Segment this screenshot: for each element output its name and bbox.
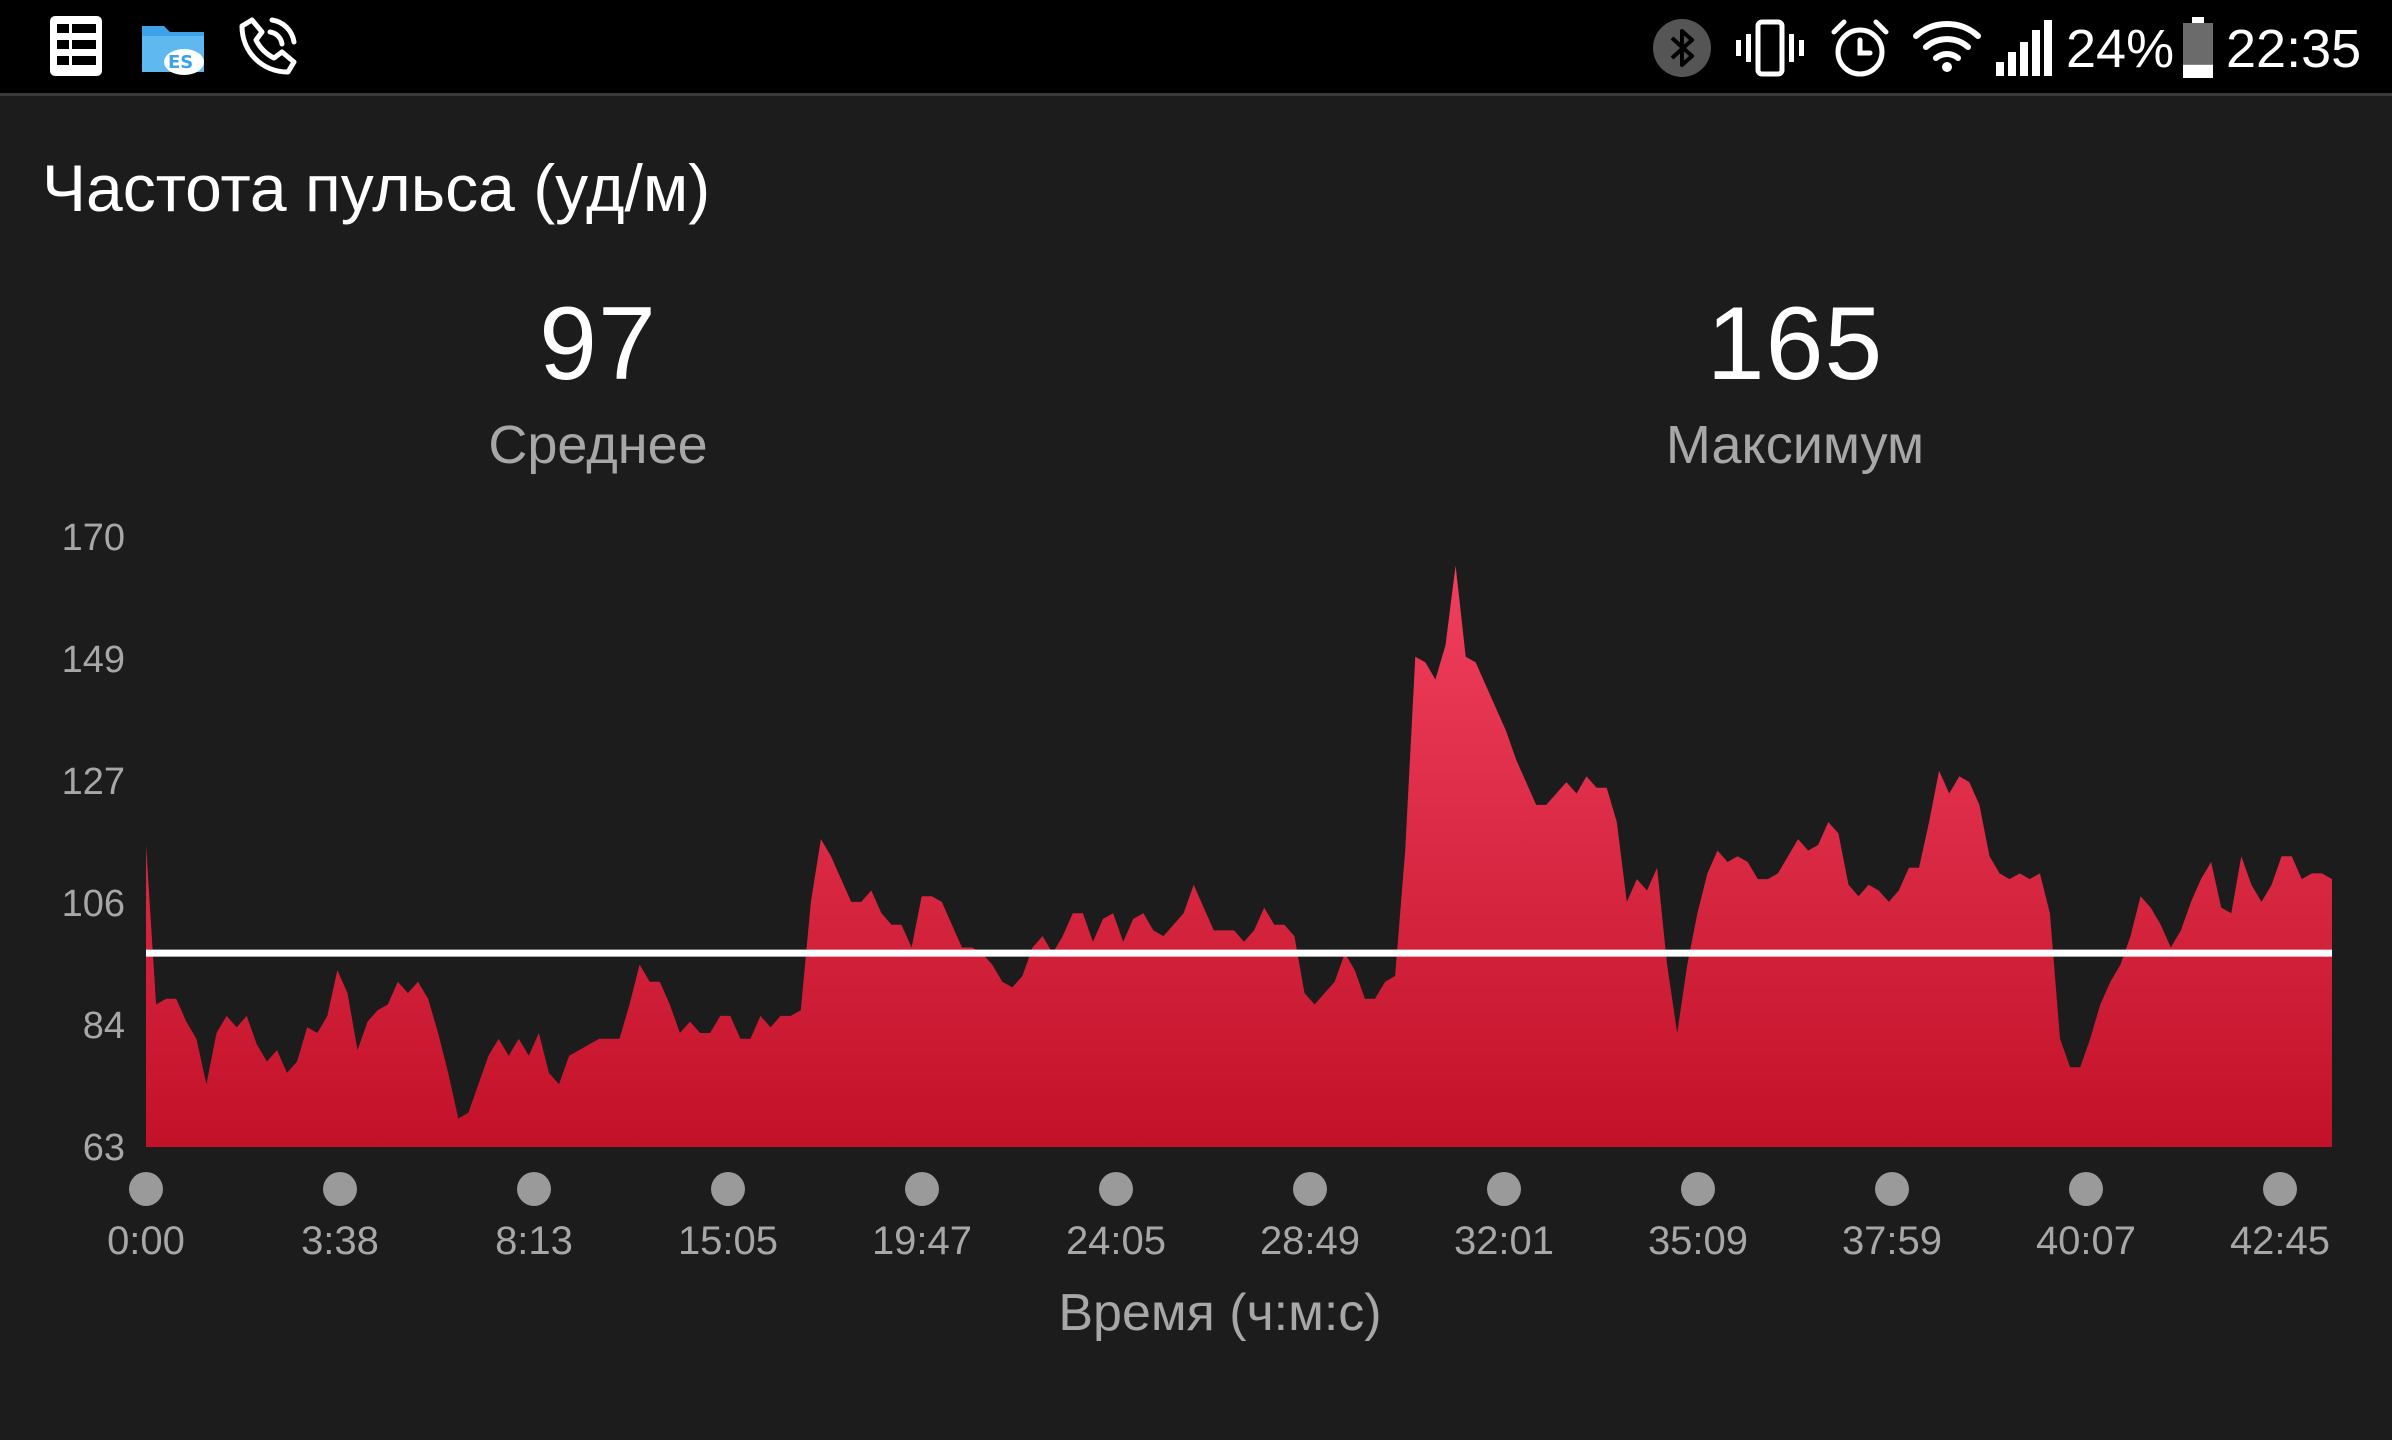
x-tick-marker [1875,1172,1909,1206]
x-tick-label: 24:05 [1066,1219,1166,1263]
y-tick-label: 63 [83,1127,125,1169]
vibrate-icon [1734,18,1806,83]
y-tick-label: 84 [83,1005,125,1047]
notes-app-icon [48,14,104,83]
x-tick-marker [517,1172,551,1206]
y-tick-label: 127 [62,761,125,803]
x-tick-marker [711,1172,745,1206]
x-tick-label: 37:59 [1842,1219,1942,1263]
es-file-explorer-icon: ES [138,16,208,83]
x-tick-marker [323,1172,357,1206]
x-tick-label: 3:38 [301,1219,379,1263]
heart-rate-area [146,565,2332,1147]
x-tick-label: 42:45 [2230,1219,2330,1263]
x-tick-marker [1681,1172,1715,1206]
max-label: Максимум [1665,415,1925,475]
y-tick-label: 170 [62,517,125,559]
x-tick-marker [129,1172,163,1206]
x-tick-marker [1487,1172,1521,1206]
x-tick-label: 8:13 [495,1219,573,1263]
x-tick-marker [2263,1172,2297,1206]
x-tick-marker [2069,1172,2103,1206]
x-tick-label: 35:09 [1648,1219,1748,1263]
x-tick-label: 15:05 [678,1219,778,1263]
page-title: Частота пульса (уд/м) [42,151,711,225]
status-bar: ES [0,0,2392,96]
x-tick-label: 28:49 [1260,1219,1360,1263]
max-value: 165 [1706,286,1884,402]
signal-icon [1994,18,2054,83]
x-axis-title: Время (ч:м:с) [1058,1284,1382,1342]
average-value: 97 [539,286,657,402]
x-tick-marker [1099,1172,1133,1206]
battery-icon [2180,16,2216,85]
y-tick-label: 106 [62,883,125,925]
x-tick-label: 19:47 [872,1219,972,1263]
x-tick-marker [905,1172,939,1206]
x-tick-marker [1293,1172,1327,1206]
x-tick-label: 32:01 [1454,1219,1554,1263]
alarm-icon [1828,16,1892,85]
battery-percent: 24% [2066,19,2175,79]
heart-rate-chart: 170 149 127 106 84 63 0:00 3:38 8:13 15:05 19:47 2… [62,517,2332,1263]
x-tick-label: 40:07 [2036,1219,2136,1263]
y-tick-label: 149 [62,639,125,681]
bluetooth-icon [1652,18,1712,83]
wifi-icon [1912,20,1982,79]
average-label: Среднее [488,415,708,475]
x-tick-label: 0:00 [107,1219,185,1263]
svg-text:ES: ES [168,52,193,73]
wifi-calling-icon [234,14,300,85]
status-time: 22:35 [2226,19,2362,79]
